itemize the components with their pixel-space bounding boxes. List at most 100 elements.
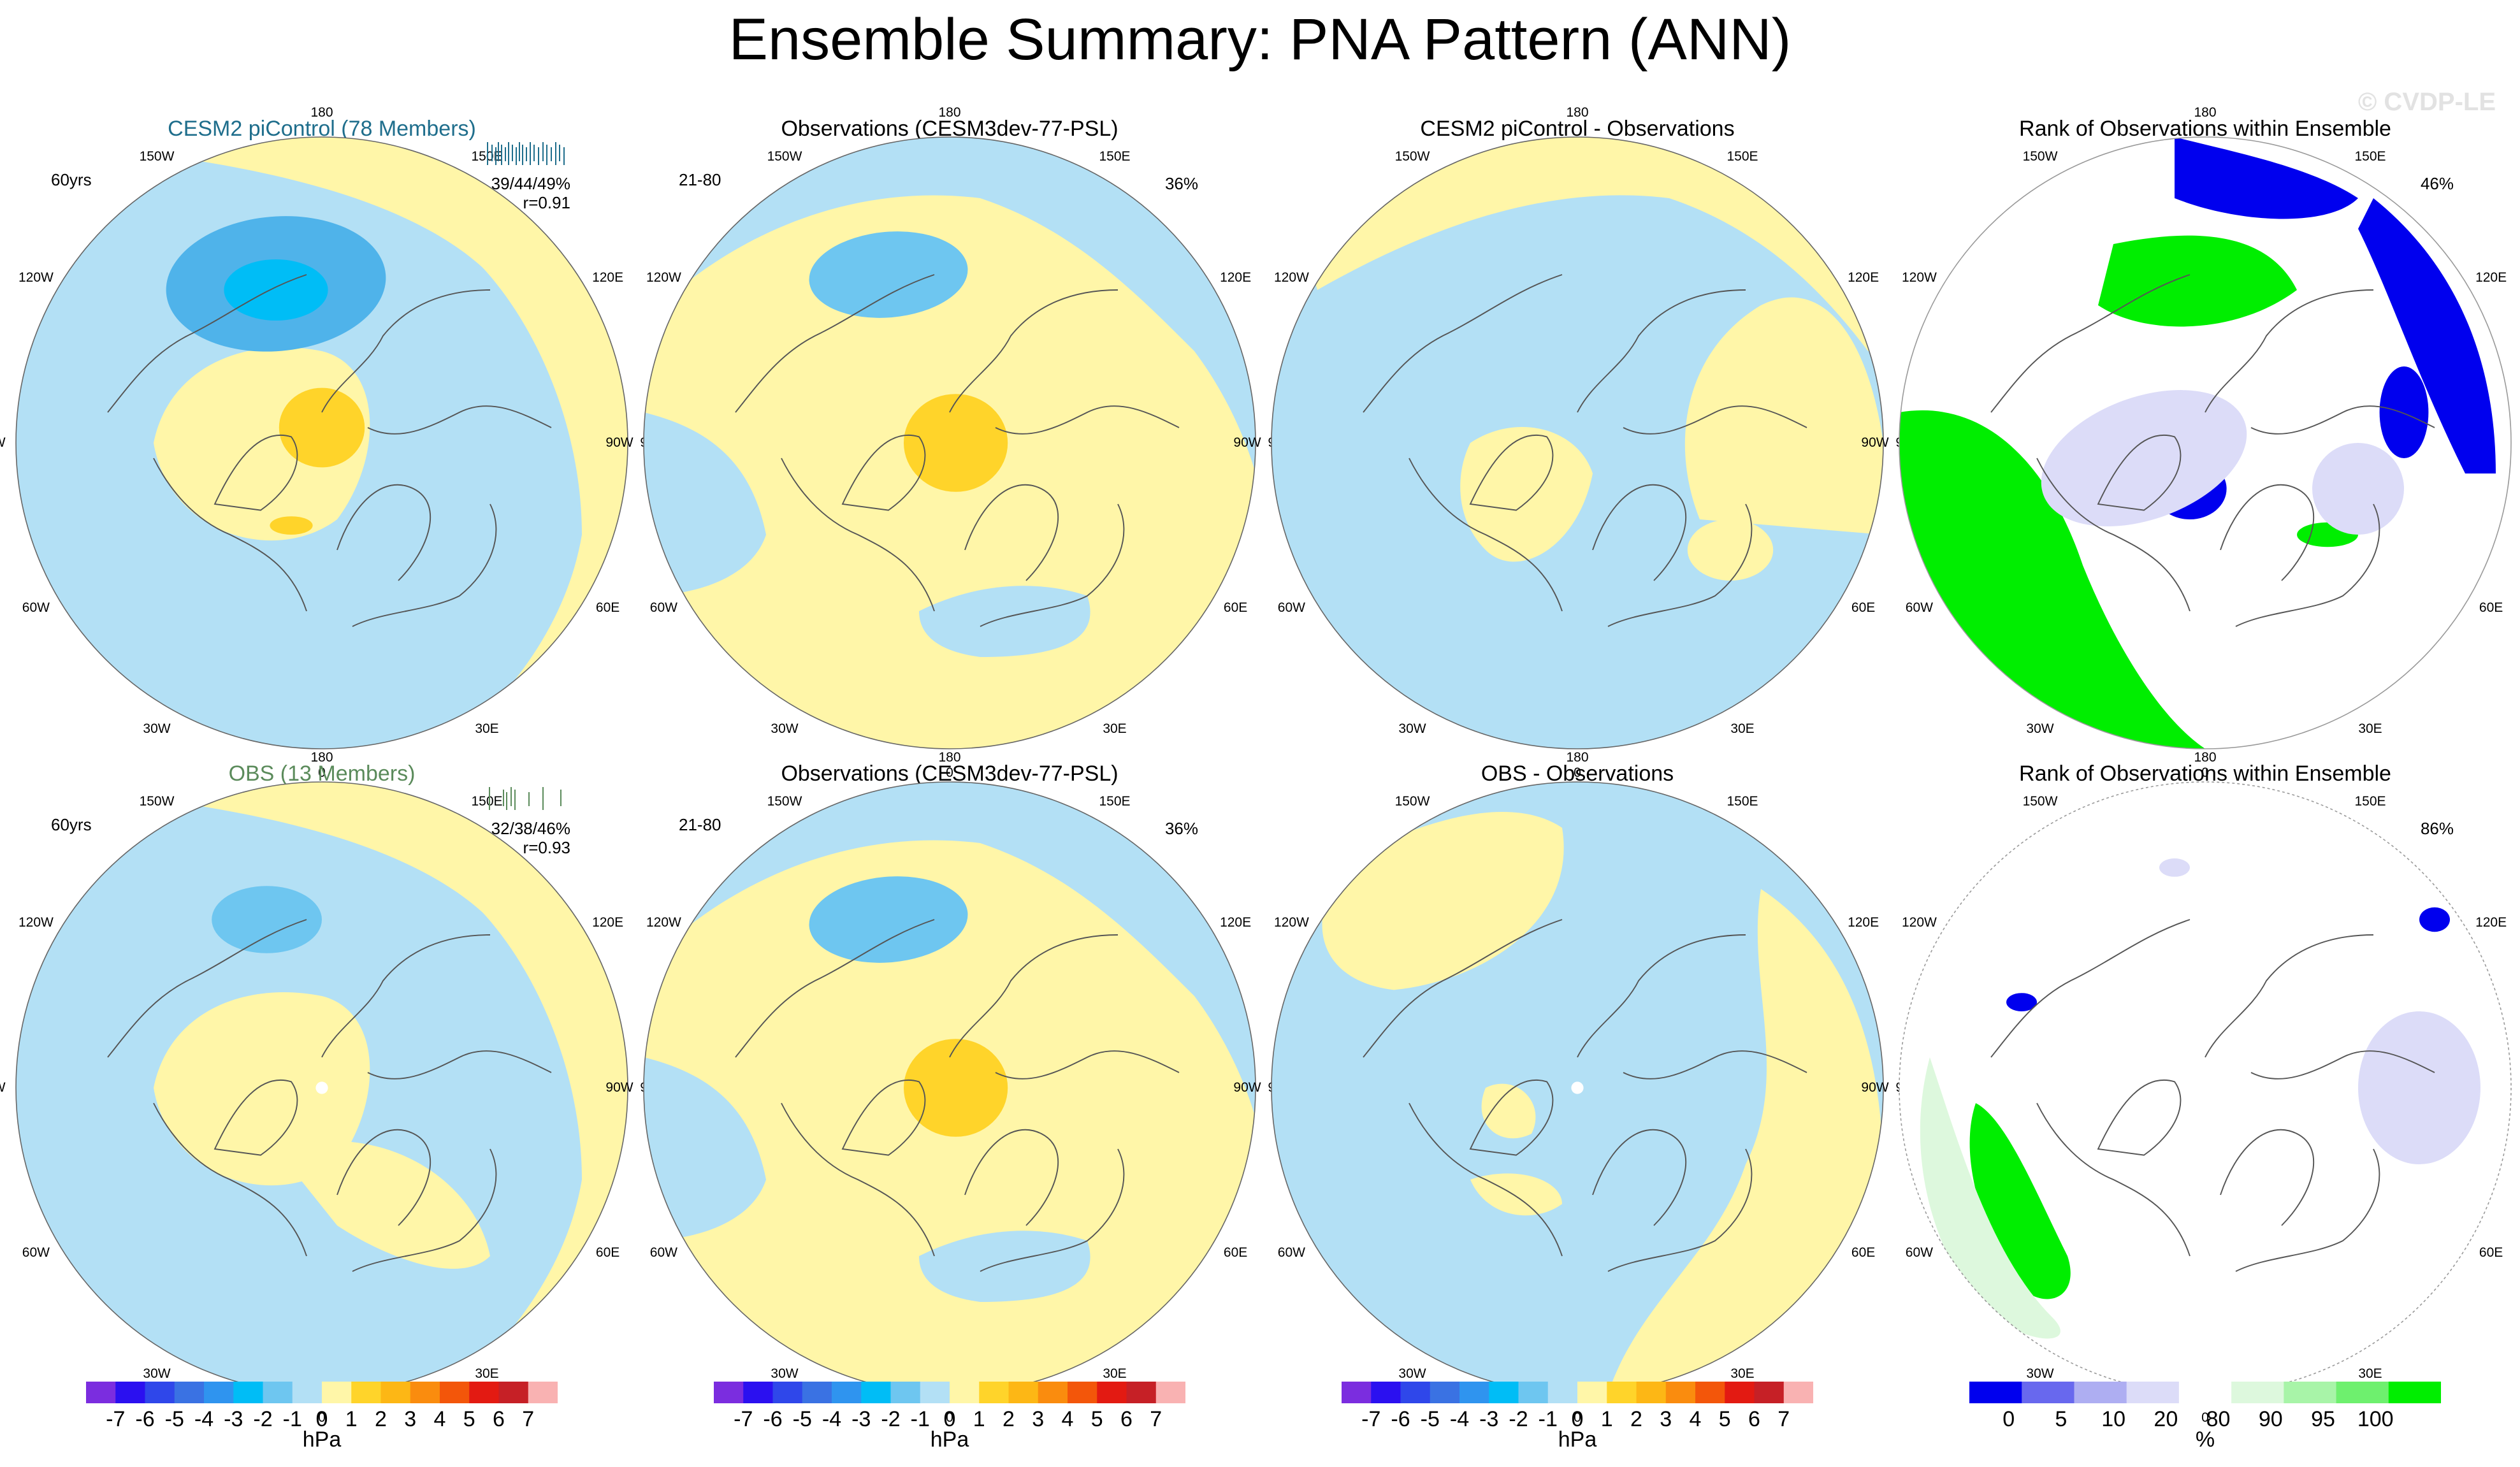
colorbar-tick-label: 100 [2357, 1407, 2394, 1431]
polar-map [15, 136, 628, 749]
longitude-label: 60W [22, 1245, 50, 1260]
polar-map [643, 136, 1256, 749]
longitude-label: 150E [471, 794, 503, 809]
longitude-label: 30E [1103, 1366, 1127, 1381]
colorbar-tick-label: -3 [851, 1407, 871, 1431]
colorbar-tick-label: -5 [792, 1407, 812, 1431]
colorbar-tick-label: 10 [2101, 1407, 2126, 1431]
longitude-label: 0 [1574, 765, 1581, 780]
colorbar-tick-label: -7 [106, 1407, 126, 1431]
longitude-label: 60W [22, 600, 50, 615]
ensemble-spread-bars [487, 142, 565, 165]
longitude-label: 30W [771, 1366, 799, 1381]
longitude-label: 30E [1103, 721, 1127, 736]
longitude-label: 120W [646, 915, 681, 930]
panel-corner-label: 60yrs [51, 815, 92, 834]
colorbar-tick-label: -1 [1538, 1407, 1558, 1431]
colorbar-tick-label: 6 [493, 1407, 505, 1431]
colorbar-tick-label: -1 [910, 1407, 930, 1431]
colorbar-tick-label: 1 [1600, 1407, 1613, 1431]
longitude-label: 90W [605, 1080, 634, 1095]
longitude-label: 120W [1273, 915, 1309, 930]
colorbar-unit: hPa [930, 1427, 969, 1452]
colorbar-tick-label: 5 [1090, 1407, 1103, 1431]
longitude-label: 180 [2194, 750, 2217, 765]
colorbar-tick-label: 7 [1778, 1407, 1790, 1431]
colorbar-tick-label: 0 [943, 1407, 956, 1431]
longitude-label: 150W [1394, 149, 1430, 164]
panel-stats: 32/38/46% [491, 819, 570, 838]
longitude-label: 150E [1727, 794, 1758, 809]
longitude-label: 120E [1848, 915, 1879, 930]
colorbar-tick-label: -4 [822, 1407, 842, 1431]
longitude-label: 30W [1398, 1366, 1426, 1381]
longitude-label: 30E [2358, 721, 2382, 736]
colorbar-tick-label: 4 [1689, 1407, 1702, 1431]
map-field [16, 782, 628, 1394]
longitude-label: 0 [946, 765, 953, 780]
longitude-label: 120E [2475, 915, 2507, 930]
panel-stats: 46% [2420, 174, 2454, 193]
longitude-label: 120W [18, 270, 54, 285]
longitude-label: 180 [938, 750, 961, 765]
longitude-label: 120W [1273, 270, 1309, 285]
longitude-label: 30E [1730, 721, 1755, 736]
longitude-label: 150E [2354, 794, 2386, 809]
panel-stats: 39/44/49% [491, 174, 570, 193]
map-field [644, 782, 1256, 1394]
longitude-label: 30W [143, 1366, 171, 1381]
longitude-label: 60E [2479, 600, 2503, 615]
longitude-label: 120E [592, 270, 624, 285]
colorbar-tick-label: 5 [2055, 1407, 2067, 1431]
panel-corner-label: 21-80 [679, 815, 721, 834]
polar-map [15, 781, 628, 1394]
map-field [1899, 782, 2511, 1394]
longitude-label: 180 [2194, 105, 2217, 120]
colorbar-tick-label: 3 [404, 1407, 417, 1431]
longitude-label: 90W [0, 1080, 6, 1095]
colorbar-tick-label: 95 [2311, 1407, 2335, 1431]
longitude-label: 120W [1901, 915, 1937, 930]
longitude-label: 0 [2201, 1410, 2209, 1425]
colorbar-tick-label: 90 [2258, 1407, 2283, 1431]
colorbar-tick-label: -2 [1509, 1407, 1528, 1431]
colorbar-tick-label: 4 [1061, 1407, 1074, 1431]
colorbar-tick-label: 2 [375, 1407, 387, 1431]
colorbar-tick-label: -7 [734, 1407, 753, 1431]
panel-stats: 86% [2420, 819, 2454, 838]
colorbar [1969, 1382, 2441, 1403]
colorbar [714, 1382, 1185, 1403]
colorbar-tick-label: 3 [1032, 1407, 1045, 1431]
colorbar-tick-label: 5 [463, 1407, 475, 1431]
longitude-label: 150W [1394, 794, 1430, 809]
colorbar-unit: % [2195, 1427, 2215, 1452]
colorbar-tick-label: -4 [1449, 1407, 1470, 1431]
map-field [644, 137, 1256, 749]
colorbar-tick-label: 1 [345, 1407, 358, 1431]
colorbar-tick-label: -3 [1479, 1407, 1499, 1431]
longitude-label: 120E [1848, 270, 1879, 285]
longitude-label: 30W [1398, 721, 1426, 736]
longitude-label: 60W [1905, 600, 1933, 615]
colorbar-tick-label: 3 [1660, 1407, 1672, 1431]
longitude-label: 30E [2358, 1366, 2382, 1381]
longitude-label: 60W [649, 600, 677, 615]
longitude-label: 60W [1277, 1245, 1305, 1260]
longitude-label: 0 [946, 1410, 953, 1425]
colorbar-tick-label: 7 [1150, 1407, 1162, 1431]
longitude-label: 0 [2201, 765, 2209, 780]
polar-map [1271, 781, 1884, 1394]
longitude-label: 120E [1220, 270, 1252, 285]
longitude-label: 60E [595, 600, 620, 615]
longitude-label: 90W [1233, 1080, 1261, 1095]
longitude-label: 60W [1905, 1245, 1933, 1260]
map-field [1899, 137, 2511, 749]
longitude-label: 150E [1099, 794, 1131, 809]
longitude-label: 180 [1566, 750, 1589, 765]
panel-correlation: r=0.93 [523, 838, 570, 857]
map-field [16, 137, 628, 749]
colorbar-tick-label: -6 [1391, 1407, 1410, 1431]
longitude-label: 150W [139, 794, 175, 809]
colorbar-tick-label: 0 [1571, 1407, 1584, 1431]
longitude-label: 30W [2026, 1366, 2054, 1381]
